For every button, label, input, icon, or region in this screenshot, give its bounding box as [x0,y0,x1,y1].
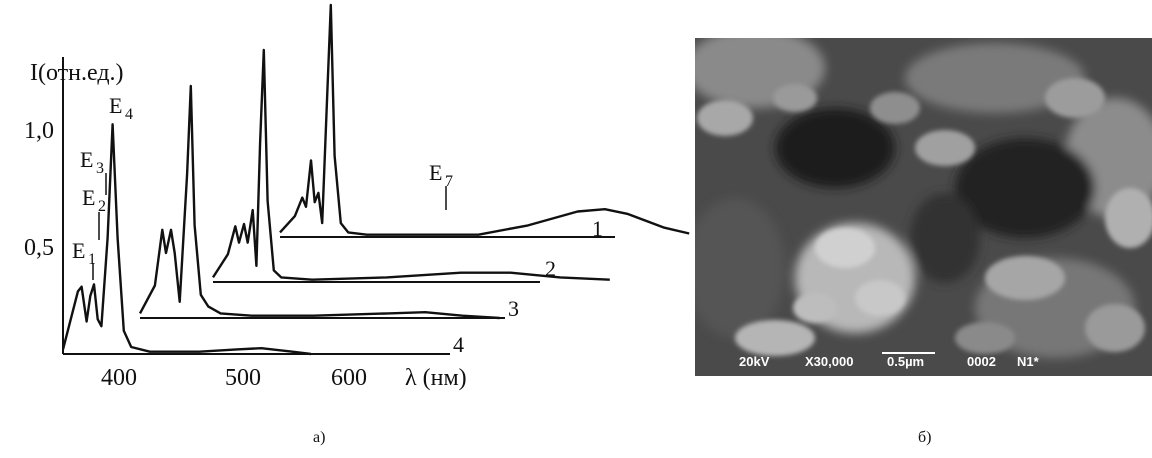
sem-image-number: 0002 [967,354,996,369]
sem-scale-bar: 0.5µm [887,354,925,369]
sem-micrograph: 20kV X30,000 0.5µm 0002 N1* [695,38,1152,376]
annotation-e7-subscript: 7 [445,173,453,190]
curve-4 [61,123,312,356]
curves-group [61,3,690,356]
x-axis-label: λ (нм) [405,365,467,391]
annotation-e4: E [109,93,122,118]
annotation-e1: E [72,238,85,263]
annotation-e3-subscript: 3 [96,160,104,177]
annotation-e2-subscript: 2 [98,198,106,215]
y-axis-label: I(отн.ед.) [30,60,124,86]
x-tick-600: 600 [331,365,367,391]
curve-label-2: 2 [545,256,556,281]
sem-sample: N1* [1017,354,1039,369]
x-tick-500: 500 [225,365,261,391]
curve-label-1: 1 [592,216,603,241]
annotation-e1-subscript: 1 [88,251,96,268]
x-tick-400: 400 [101,365,137,391]
sem-magnification: X30,000 [805,354,854,369]
curve-label-3: 3 [508,296,519,321]
y-tick-1-0: 1,0 [24,118,54,144]
sem-info-bar: 20kV X30,000 0.5µm 0002 N1* [695,348,1152,376]
sem-voltage: 20kV [739,354,770,369]
curve-1 [279,3,690,236]
spectra-chart: I(отн.ед.) 1,0 0,5 400 500 600 λ (нм) 1 2… [24,3,690,391]
panel-label-a: а) [313,429,326,446]
annotation-e3: E [80,147,93,172]
annotation-e4-subscript: 4 [125,106,133,123]
y-tick-0-5: 0,5 [24,235,54,261]
sem-texture [695,38,1152,376]
panel-label-b: б) [918,429,932,446]
curve-label-4: 4 [453,332,464,357]
scale-bar-line [882,352,935,354]
annotation-e2: E [82,185,95,210]
curve-3 [138,84,500,320]
curve-2 [211,48,610,281]
annotation-e7: E [429,160,442,185]
